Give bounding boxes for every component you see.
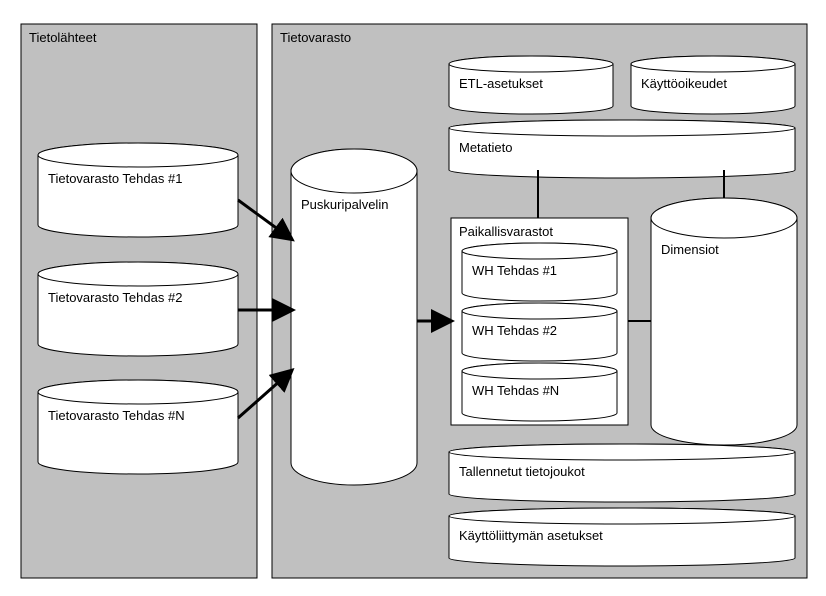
dims-cyl: Dimensiot xyxy=(651,198,797,445)
source-cyl-1-label: Tietovarasto Tehdas #1 xyxy=(48,171,182,186)
wh-cyl-1-label: WH Tehdas #1 xyxy=(472,263,557,278)
perm-cyl-label: Käyttöoikeudet xyxy=(641,76,727,91)
source-cyl-2: Tietovarasto Tehdas #2 xyxy=(38,262,238,356)
wh-cyl-2: WH Tehdas #2 xyxy=(462,303,617,361)
sources-panel-title: Tietolähteet xyxy=(29,30,97,45)
meta-cyl: Metatieto xyxy=(449,120,795,178)
source-cyl-1: Tietovarasto Tehdas #1 xyxy=(38,143,238,237)
warehouse-panel-title: Tietovarasto xyxy=(280,30,351,45)
buffer-cyl: Puskuripalvelin xyxy=(291,149,417,485)
source-cyl-n-label: Tietovarasto Tehdas #N xyxy=(48,408,185,423)
perm-cyl: Käyttöoikeudet xyxy=(631,56,795,114)
source-cyl-n: Tietovarasto Tehdas #N xyxy=(38,380,238,474)
etl-cyl-label: ETL-asetukset xyxy=(459,76,543,91)
local-group-title: Paikallisvarastot xyxy=(459,224,553,239)
buffer-cyl-label: Puskuripalvelin xyxy=(301,197,388,212)
ui-cyl-label: Käyttöliittymän asetukset xyxy=(459,528,603,543)
saved-cyl-label: Tallennetut tietojoukot xyxy=(459,464,585,479)
meta-cyl-label: Metatieto xyxy=(459,140,512,155)
source-cyl-2-label: Tietovarasto Tehdas #2 xyxy=(48,290,182,305)
wh-cyl-n: WH Tehdas #N xyxy=(462,363,617,421)
etl-cyl: ETL-asetukset xyxy=(449,56,613,114)
ui-cyl: Käyttöliittymän asetukset xyxy=(449,508,795,566)
wh-cyl-n-label: WH Tehdas #N xyxy=(472,383,559,398)
dims-cyl-label: Dimensiot xyxy=(661,242,719,257)
wh-cyl-1: WH Tehdas #1 xyxy=(462,243,617,301)
wh-cyl-2-label: WH Tehdas #2 xyxy=(472,323,557,338)
saved-cyl: Tallennetut tietojoukot xyxy=(449,444,795,502)
